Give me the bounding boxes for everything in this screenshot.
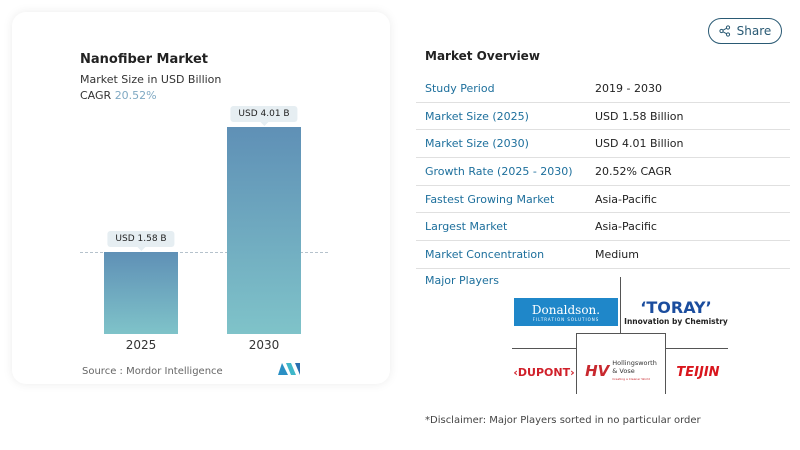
cagr-label: CAGR [80, 89, 112, 102]
row-key: Market Size (2030) [425, 137, 529, 151]
share-button[interactable]: Share [708, 18, 782, 44]
overview-title: Market Overview [425, 49, 540, 63]
chart-title: Nanofiber Market [80, 52, 208, 67]
row-key: Study Period [425, 81, 495, 95]
donaldson-tagline: FILTRATION SOLUTIONS [532, 316, 600, 322]
chart-source: Source : Mordor Intelligence [82, 366, 223, 377]
reference-line [80, 252, 328, 253]
table-row: Market Size (2030) USD 4.01 Billion [416, 130, 790, 159]
table-row: Fastest Growing Market Asia-Pacific [416, 186, 790, 214]
donaldson-logo: Donaldson. FILTRATION SOLUTIONS [514, 298, 618, 326]
row-key: Fastest Growing Market [425, 192, 555, 206]
x-tick-2030: 2030 [248, 338, 280, 352]
row-value: USD 4.01 Billion [595, 137, 684, 151]
share-icon [719, 25, 730, 37]
donaldson-name: Donaldson. [531, 302, 601, 317]
row-value: Medium [595, 247, 639, 261]
major-players-label: Major Players [425, 274, 499, 287]
table-row: Market Size (2025) USD 1.58 Billion [416, 103, 790, 131]
toray-logo: ‘TORAY’ Innovation by Chemistry [622, 292, 730, 332]
hv-name2: & Vose [612, 367, 635, 375]
mordor-logo-icon [278, 363, 300, 375]
chart-card [12, 12, 390, 384]
hv-mark: HV [585, 362, 610, 380]
disclaimer: *Disclaimer: Major Players sorted in no … [425, 415, 701, 426]
overview-table: Study Period 2019 - 2030 Market Size (202… [416, 75, 790, 269]
bar-2030 [227, 127, 301, 334]
cagr-value: 20.52% [114, 89, 157, 102]
chart-subtitle: Market Size in USD Billion [80, 73, 222, 86]
toray-name: ‘TORAY’ [640, 298, 712, 317]
data-label-2025: USD 1.58 B [107, 231, 175, 252]
dupont-logo: ‹DUPONT› [513, 365, 575, 379]
table-row: Growth Rate (2025 - 2030) 20.52% CAGR [416, 158, 790, 186]
row-key: Market Size (2025) [425, 109, 529, 123]
row-value: Asia-Pacific [595, 220, 657, 234]
table-row: Study Period 2019 - 2030 [416, 75, 790, 103]
row-key: Growth Rate (2025 - 2030) [425, 164, 573, 178]
row-key: Market Concentration [425, 247, 545, 261]
table-row: Market Concentration Medium [416, 241, 790, 269]
row-value: 20.52% CAGR [595, 164, 672, 178]
hollingsworth-vose-logo: HV Hollingsworth & Vose Creating a Clean… [578, 356, 664, 386]
bar-2025 [104, 252, 178, 334]
x-tick-2025: 2025 [125, 338, 157, 352]
row-value: 2019 - 2030 [595, 81, 662, 95]
teijin-logo: TEIJIN [676, 364, 720, 380]
row-value: USD 1.58 Billion [595, 109, 684, 123]
table-row: Largest Market Asia-Pacific [416, 213, 790, 242]
row-key: Largest Market [425, 220, 508, 234]
hv-tagline: Creating a Cleaner World [612, 377, 650, 381]
toray-tagline: Innovation by Chemistry [624, 317, 728, 326]
data-label-2030: USD 4.01 B [230, 106, 298, 126]
row-value: Asia-Pacific [595, 192, 657, 206]
grid-divider [620, 277, 621, 333]
hv-name: Hollingsworth [612, 359, 657, 367]
hv-box [576, 333, 666, 394]
share-label: Share [736, 24, 772, 38]
chart-cagr: CAGR 20.52% [80, 89, 157, 102]
